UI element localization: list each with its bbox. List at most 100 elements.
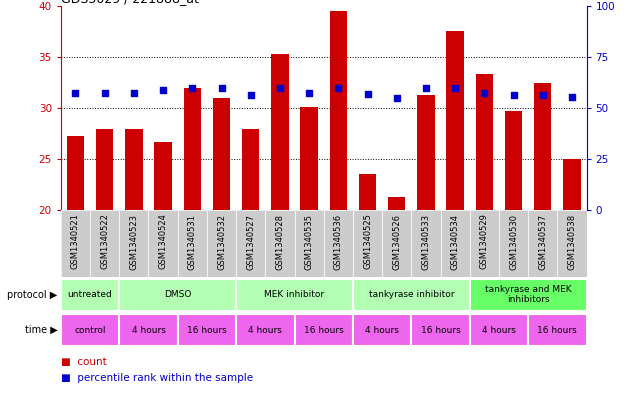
- Bar: [90, 210, 119, 277]
- Text: GSM1340529: GSM1340529: [480, 213, 489, 270]
- Text: control: control: [74, 326, 106, 334]
- Bar: [470, 279, 587, 310]
- Bar: [440, 210, 470, 277]
- Text: GSM1340522: GSM1340522: [100, 213, 109, 270]
- Text: tankyrase inhibitor: tankyrase inhibitor: [369, 290, 454, 299]
- Point: [187, 84, 197, 91]
- Point: [450, 84, 460, 91]
- Point: [217, 84, 227, 91]
- Text: GSM1340535: GSM1340535: [304, 213, 313, 270]
- Bar: [149, 210, 178, 277]
- Text: 16 hours: 16 hours: [420, 326, 460, 334]
- Bar: [412, 210, 440, 277]
- Text: 4 hours: 4 hours: [482, 326, 516, 334]
- Bar: [412, 314, 470, 346]
- Text: GSM1340523: GSM1340523: [129, 213, 138, 270]
- Point: [508, 92, 519, 98]
- Bar: [242, 129, 260, 210]
- Bar: [154, 142, 172, 210]
- Bar: [96, 129, 113, 210]
- Text: GSM1340527: GSM1340527: [246, 213, 255, 270]
- Bar: [359, 174, 376, 210]
- Point: [129, 90, 139, 96]
- Text: GSM1340532: GSM1340532: [217, 213, 226, 270]
- Bar: [67, 136, 84, 210]
- Text: tankyrase and MEK
inhibitors: tankyrase and MEK inhibitors: [485, 285, 571, 305]
- Text: MEK inhibitor: MEK inhibitor: [265, 290, 324, 299]
- Bar: [470, 210, 499, 277]
- Bar: [125, 129, 143, 210]
- Bar: [178, 314, 236, 346]
- Text: GSM1340524: GSM1340524: [158, 213, 167, 270]
- Text: GSM1340528: GSM1340528: [276, 213, 285, 270]
- Text: 4 hours: 4 hours: [131, 326, 165, 334]
- Point: [246, 92, 256, 98]
- Text: GSM1340536: GSM1340536: [334, 213, 343, 270]
- Text: protocol ▶: protocol ▶: [8, 290, 58, 300]
- Bar: [236, 314, 294, 346]
- Bar: [183, 88, 201, 210]
- Text: untreated: untreated: [68, 290, 112, 299]
- Bar: [119, 314, 178, 346]
- Text: DMSO: DMSO: [164, 290, 192, 299]
- Bar: [61, 210, 90, 277]
- Bar: [207, 210, 236, 277]
- Bar: [353, 210, 382, 277]
- Point: [392, 95, 402, 101]
- Text: GSM1340521: GSM1340521: [71, 213, 80, 270]
- Bar: [61, 314, 119, 346]
- Text: 16 hours: 16 hours: [304, 326, 344, 334]
- Bar: [265, 210, 294, 277]
- Point: [479, 90, 490, 96]
- Bar: [446, 31, 464, 210]
- Bar: [294, 210, 324, 277]
- Text: time ▶: time ▶: [25, 325, 58, 335]
- Bar: [329, 11, 347, 210]
- Bar: [119, 279, 236, 310]
- Point: [158, 86, 168, 93]
- Point: [420, 84, 431, 91]
- Text: 16 hours: 16 hours: [537, 326, 577, 334]
- Bar: [504, 111, 522, 210]
- Point: [362, 91, 372, 97]
- Bar: [353, 279, 470, 310]
- Bar: [213, 98, 230, 210]
- Point: [567, 94, 577, 100]
- Bar: [236, 279, 353, 310]
- Text: ■  count: ■ count: [61, 358, 106, 367]
- Text: GSM1340531: GSM1340531: [188, 213, 197, 270]
- Bar: [528, 210, 557, 277]
- Point: [99, 90, 110, 96]
- Text: GSM1340537: GSM1340537: [538, 213, 547, 270]
- Bar: [178, 210, 207, 277]
- Text: GDS5029 / 221888_at: GDS5029 / 221888_at: [61, 0, 199, 5]
- Text: GSM1340538: GSM1340538: [567, 213, 576, 270]
- Text: GSM1340525: GSM1340525: [363, 213, 372, 270]
- Bar: [534, 83, 551, 210]
- Text: ■  percentile rank within the sample: ■ percentile rank within the sample: [61, 373, 253, 383]
- Text: GSM1340530: GSM1340530: [509, 213, 518, 270]
- Bar: [528, 314, 587, 346]
- Bar: [119, 210, 149, 277]
- Bar: [382, 210, 412, 277]
- Bar: [324, 210, 353, 277]
- Bar: [301, 107, 318, 210]
- Bar: [499, 210, 528, 277]
- Bar: [470, 314, 528, 346]
- Bar: [353, 314, 412, 346]
- Text: GSM1340534: GSM1340534: [451, 213, 460, 270]
- Bar: [417, 95, 435, 210]
- Text: GSM1340526: GSM1340526: [392, 213, 401, 270]
- Bar: [563, 159, 581, 210]
- Text: 4 hours: 4 hours: [248, 326, 282, 334]
- Text: 16 hours: 16 hours: [187, 326, 227, 334]
- Bar: [557, 210, 587, 277]
- Text: 4 hours: 4 hours: [365, 326, 399, 334]
- Point: [333, 84, 344, 91]
- Point: [304, 90, 314, 96]
- Bar: [271, 54, 288, 210]
- Bar: [388, 197, 406, 210]
- Text: GSM1340533: GSM1340533: [421, 213, 430, 270]
- Bar: [236, 210, 265, 277]
- Bar: [294, 314, 353, 346]
